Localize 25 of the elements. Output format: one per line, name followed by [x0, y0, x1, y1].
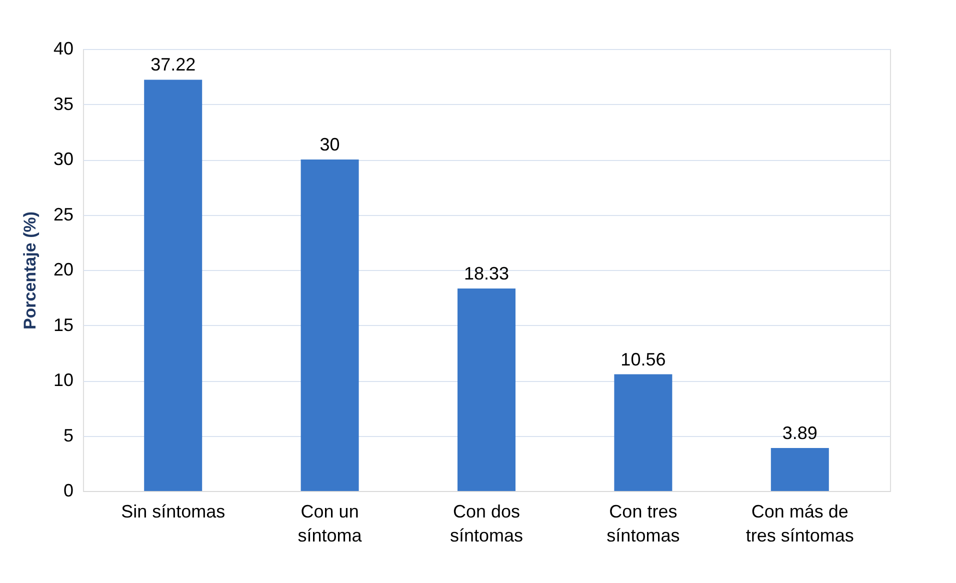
- y-tick-label: 5: [63, 425, 74, 446]
- y-tick-label: 0: [63, 480, 74, 500]
- y-tick-label: 35: [53, 94, 74, 114]
- y-axis-title: Porcentaje (%): [20, 211, 40, 330]
- y-tick-label: 20: [53, 260, 74, 280]
- x-tick-label: Con más de tres síntomas: [746, 502, 854, 546]
- data-label: 3.89: [782, 423, 818, 444]
- bar: [614, 374, 672, 491]
- y-tick-label: 25: [53, 204, 74, 224]
- y-tick-label: 30: [53, 149, 74, 169]
- bar: [300, 160, 359, 491]
- data-label: 10.56: [620, 349, 666, 370]
- bar: [144, 80, 202, 491]
- bar: [458, 288, 516, 491]
- y-tick-label: 10: [53, 370, 74, 390]
- x-tick-label: Con un síntoma: [298, 502, 363, 546]
- x-tick-label: Con dos síntomas: [450, 502, 524, 546]
- data-label: 30: [320, 134, 340, 154]
- y-tick-label: 40: [53, 38, 74, 58]
- x-tick-label: Con tres síntomas: [606, 502, 680, 546]
- x-tick-label: Sin síntomas: [121, 502, 226, 522]
- bar: [770, 448, 829, 491]
- y-tick-label: 15: [53, 314, 74, 335]
- data-label: 18.33: [464, 263, 510, 284]
- data-label: 37.22: [150, 54, 196, 75]
